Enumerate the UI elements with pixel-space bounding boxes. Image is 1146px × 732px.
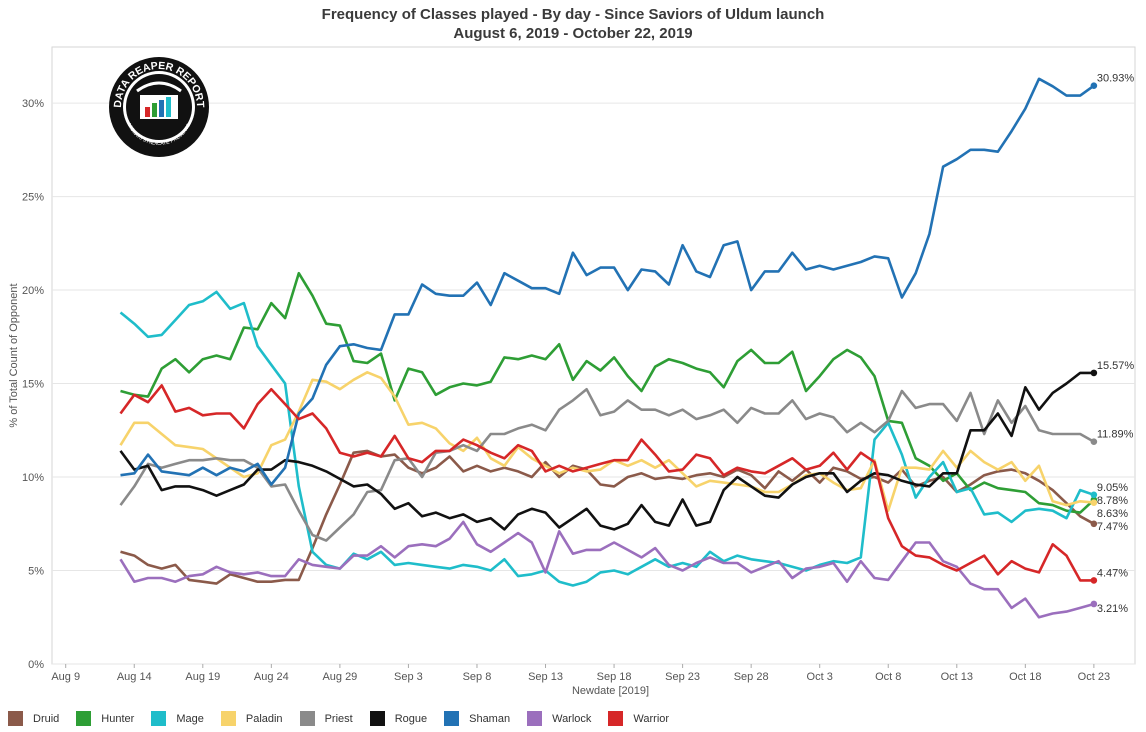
x-axis-title: Newdate [2019]: [572, 685, 649, 697]
legend-item-priest[interactable]: Priest: [299, 711, 353, 726]
legend-item-warlock[interactable]: Warlock: [527, 711, 591, 726]
legend-item-druid[interactable]: Druid: [8, 711, 59, 726]
y-tick-label: 5%: [28, 566, 44, 578]
series-end-point-warlock: [1090, 600, 1098, 608]
x-tick-label: Sep 13: [528, 671, 563, 683]
x-tick-label: Oct 13: [941, 671, 973, 683]
legend-item-shaman[interactable]: Shaman: [444, 711, 510, 726]
end-label-mage: 9.05%: [1097, 482, 1128, 494]
y-tick-label: 25%: [22, 192, 44, 204]
y-tick-label: 15%: [22, 379, 44, 391]
series-end-point-priest: [1090, 438, 1098, 445]
legend-swatch: [220, 711, 236, 726]
x-tick-label: Sep 18: [597, 671, 632, 683]
chart-title: Frequency of Classes played - By day - S…: [321, 6, 825, 23]
legend: Druid Hunter Mage Paladin Priest Rogue Shaman W…: [8, 711, 686, 726]
chart-subtitle: August 6, 2019 - October 22, 2019: [453, 25, 693, 42]
end-label-priest: 11.89%: [1097, 429, 1134, 441]
x-tick-label: Oct 3: [807, 671, 833, 683]
x-tick-label: Aug 29: [322, 671, 357, 683]
end-label-druid: 7.47%: [1097, 521, 1128, 533]
y-tick-label: 10%: [22, 472, 44, 484]
series-end-point-paladin: [1090, 499, 1098, 506]
series-end-point-shaman: [1090, 82, 1098, 90]
x-tick-label: Sep 3: [394, 671, 423, 683]
legend-item-paladin[interactable]: Paladin: [220, 711, 283, 726]
legend-label: Druid: [33, 712, 60, 725]
end-label-rogue: 15.57%: [1097, 360, 1135, 372]
x-tick-label: Oct 8: [875, 671, 901, 683]
x-tick-label: Oct 18: [1009, 671, 1041, 683]
legend-item-mage[interactable]: Mage: [151, 711, 204, 726]
y-tick-label: 20%: [22, 285, 44, 297]
x-tick-label: Sep 8: [463, 671, 492, 683]
legend-swatch: [151, 711, 167, 726]
series-end-point-warrior: [1090, 577, 1098, 584]
legend-label: Paladin: [245, 712, 283, 725]
legend-swatch: [608, 711, 624, 726]
legend-swatch: [444, 711, 460, 726]
legend-swatch: [369, 711, 385, 726]
end-label-shaman: 30.93%: [1097, 73, 1135, 85]
end-label-warrior: 4.47%: [1097, 567, 1128, 579]
x-tick-label: Sep 28: [734, 671, 769, 683]
series-end-point-druid: [1090, 520, 1098, 528]
legend-item-hunter[interactable]: Hunter: [76, 711, 134, 726]
legend-label: Rogue: [394, 712, 428, 725]
series-end-point-rogue: [1090, 369, 1098, 377]
x-tick-label: Aug 14: [117, 671, 152, 683]
series-line-rogue: [119, 371, 1094, 531]
series-end-point-mage: [1090, 491, 1098, 499]
legend-swatch: [299, 711, 315, 726]
end-label-warlock: 3.21%: [1097, 603, 1128, 615]
series-line-mage: [119, 290, 1095, 587]
legend-label: Mage: [176, 712, 204, 725]
y-tick-label: 0%: [28, 659, 44, 671]
legend-label: Warlock: [552, 712, 592, 725]
x-tick-label: Aug 19: [185, 671, 220, 683]
legend-label: Hunter: [101, 712, 135, 725]
legend-label: Shaman: [469, 712, 511, 725]
legend-swatch: [76, 711, 92, 726]
series-line-paladin: [119, 370, 1095, 513]
legend-label: Warrior: [633, 712, 670, 725]
y-axis-title: % of Total Count of Opponent: [8, 283, 20, 427]
series-line-shaman: [120, 77, 1095, 486]
legend-swatch: [527, 711, 543, 726]
legend-item-rogue[interactable]: Rogue: [369, 711, 428, 726]
x-tick-label: Sep 23: [665, 671, 700, 683]
data-reaper-logo: DATA REAPER REPORT VICIOUS SYNDICATE PRE…: [109, 57, 209, 157]
legend-label: Priest: [324, 712, 353, 725]
x-tick-label: Aug 9: [51, 671, 80, 683]
x-tick-label: Oct 23: [1078, 671, 1110, 683]
series-line-warlock: [119, 520, 1095, 619]
series-line-warrior: [119, 384, 1094, 582]
end-label-paladin: 8.63%: [1097, 508, 1128, 520]
series-line-druid: [120, 449, 1095, 585]
y-tick-label: 30%: [22, 98, 44, 110]
x-tick-label: Aug 24: [254, 671, 289, 683]
series-line-priest: [119, 387, 1095, 542]
legend-swatch: [8, 711, 23, 726]
end-label-hunter: 8.78%: [1097, 495, 1128, 507]
legend-item-warrior[interactable]: Warrior: [608, 711, 669, 726]
